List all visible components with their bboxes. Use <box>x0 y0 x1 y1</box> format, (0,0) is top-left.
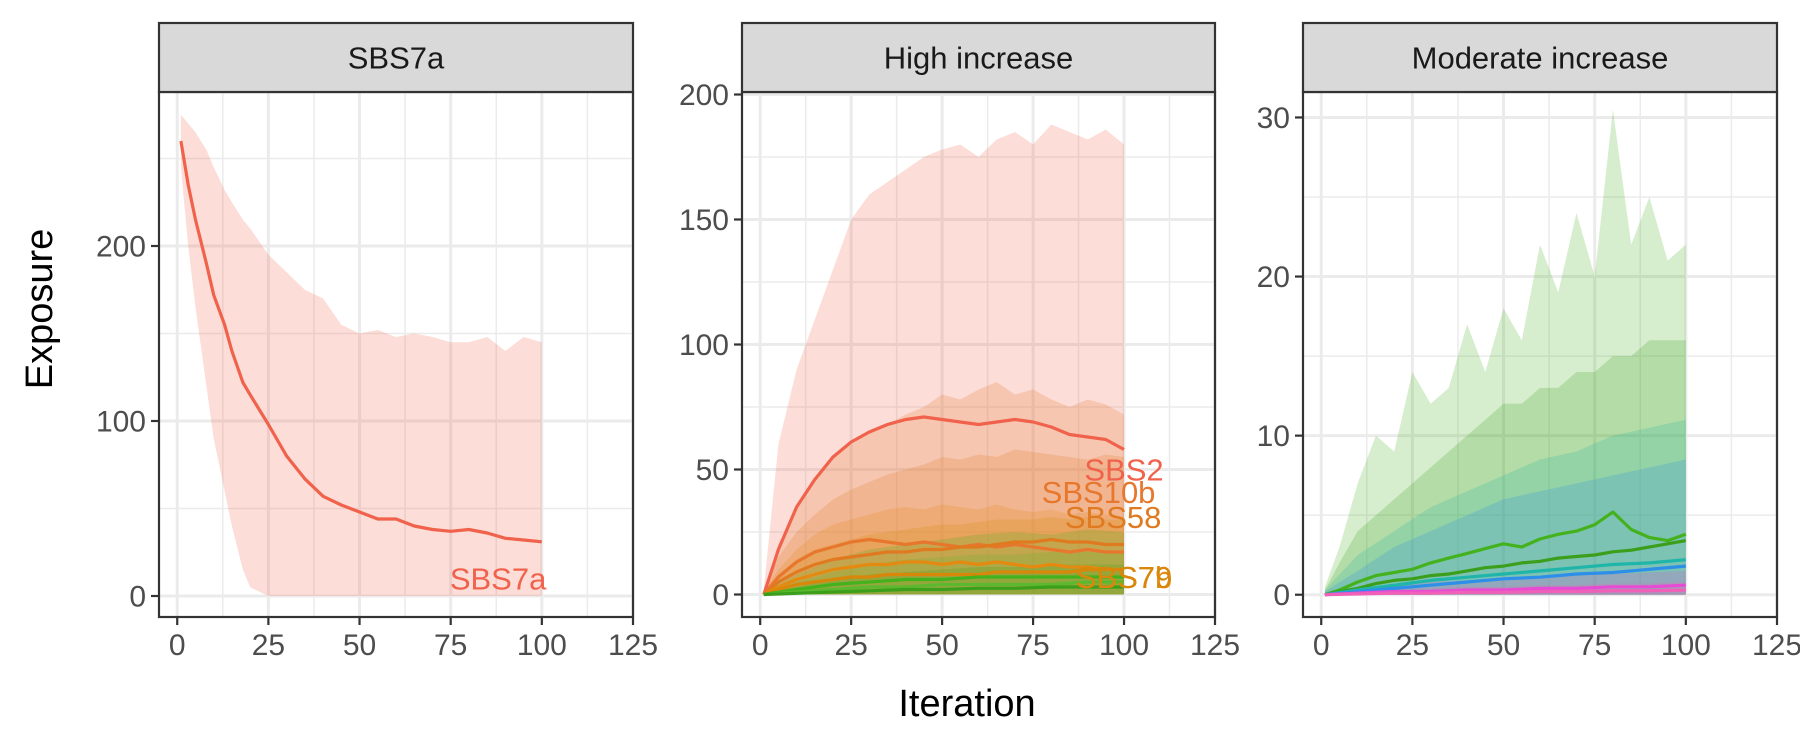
series-label-sbs58: SBS58 <box>1065 500 1162 535</box>
series-line-1 <box>1324 510 1687 597</box>
y-tick-label: 100 <box>679 329 729 362</box>
x-tick-label: 50 <box>1487 629 1520 662</box>
y-tick-label: 0 <box>1273 579 1290 612</box>
x-tick-label: 75 <box>434 629 467 662</box>
series-line-6 <box>763 575 1124 597</box>
facet-title: Moderate increase <box>1412 41 1669 76</box>
panel-background <box>742 92 1215 617</box>
ribbon-series-2 <box>1324 340 1686 595</box>
x-tick-label: 50 <box>343 629 376 662</box>
ribbon-sbs58 <box>763 449 1124 595</box>
x-tick-label: 75 <box>1016 629 1049 662</box>
x-tick-label: 75 <box>1578 629 1611 662</box>
x-tick-label: 0 <box>169 629 186 662</box>
facet-strip <box>1301 21 1779 94</box>
panel-data <box>762 124 1125 597</box>
series-label-sbs2: SBS2 <box>1084 453 1163 488</box>
series-line-7 <box>763 580 1124 597</box>
ribbon-sbs7a <box>180 114 542 597</box>
y-tick-label: 150 <box>679 204 729 237</box>
x-tick-label: 25 <box>252 629 285 662</box>
y-tick-label: 200 <box>96 231 146 264</box>
y-tick-label: 200 <box>679 79 729 112</box>
x-tick-label: 125 <box>608 629 658 662</box>
series-line-sbs10b <box>762 537 1124 596</box>
ribbon-sbs79 <box>763 517 1124 595</box>
x-tick-label: 25 <box>1396 629 1429 662</box>
series-label-sbs79: SBS79 <box>1076 560 1173 595</box>
panel-background <box>1303 92 1777 617</box>
y-tick-label: 100 <box>96 406 146 439</box>
y-axis-title: Exposure <box>19 229 61 390</box>
x-tick-label: 125 <box>1190 629 1240 662</box>
series-line-4 <box>1324 564 1686 597</box>
facet-strip <box>157 21 635 94</box>
ribbon-series-1 <box>1324 109 1686 595</box>
series-line-sbs7a <box>179 140 542 544</box>
x-tick-label: 0 <box>752 629 769 662</box>
x-tick-label: 50 <box>925 629 958 662</box>
series-line-sbs79 <box>763 567 1124 597</box>
series-line-sbs58 <box>762 537 1124 596</box>
series-line-2 <box>1324 539 1687 597</box>
y-tick-label: 0 <box>129 581 146 614</box>
series-line-8 <box>763 585 1124 597</box>
series-label-sbs10b: SBS10b <box>1042 475 1156 510</box>
series-line-sbs2 <box>762 415 1125 595</box>
ribbon-series-3 <box>1324 419 1686 595</box>
panel-data <box>1324 109 1687 597</box>
y-tick-label: 30 <box>1257 102 1290 135</box>
series-label-sbs7a: SBS7a <box>450 562 547 597</box>
x-tick-label: 25 <box>834 629 867 662</box>
x-tick-label: 100 <box>517 629 567 662</box>
facet-title: SBS7a <box>348 41 445 76</box>
y-tick-label: 20 <box>1257 261 1290 294</box>
panel-background <box>159 92 633 617</box>
facet-strip <box>740 21 1217 94</box>
series-line-3 <box>1324 558 1686 597</box>
facet-panel-1: SBS7a SBS7a 0 25 50 75 100 125 0 100 200 <box>96 21 658 662</box>
series-label-sbs7b: SBS7b <box>1076 560 1173 595</box>
series-line-6 <box>1324 588 1686 597</box>
x-tick-label: 0 <box>1313 629 1330 662</box>
series-line-sbs7b <box>763 560 1124 596</box>
ribbon-series-4 <box>1324 459 1686 595</box>
x-tick-label: 100 <box>1099 629 1149 662</box>
y-tick-label: 10 <box>1257 420 1290 453</box>
x-tick-label: 125 <box>1752 629 1800 662</box>
y-tick-label: 0 <box>712 579 729 612</box>
x-tick-label: 100 <box>1661 629 1711 662</box>
facet-title: High increase <box>884 41 1074 76</box>
ribbon-sbs2 <box>763 124 1124 595</box>
facet-panel-3: Moderate increase 0 25 50 75 100 125 0 10 20 30 <box>1257 21 1800 662</box>
x-axis-title: Iteration <box>898 683 1035 725</box>
y-tick-label: 50 <box>696 454 729 487</box>
panel-data <box>179 114 542 597</box>
